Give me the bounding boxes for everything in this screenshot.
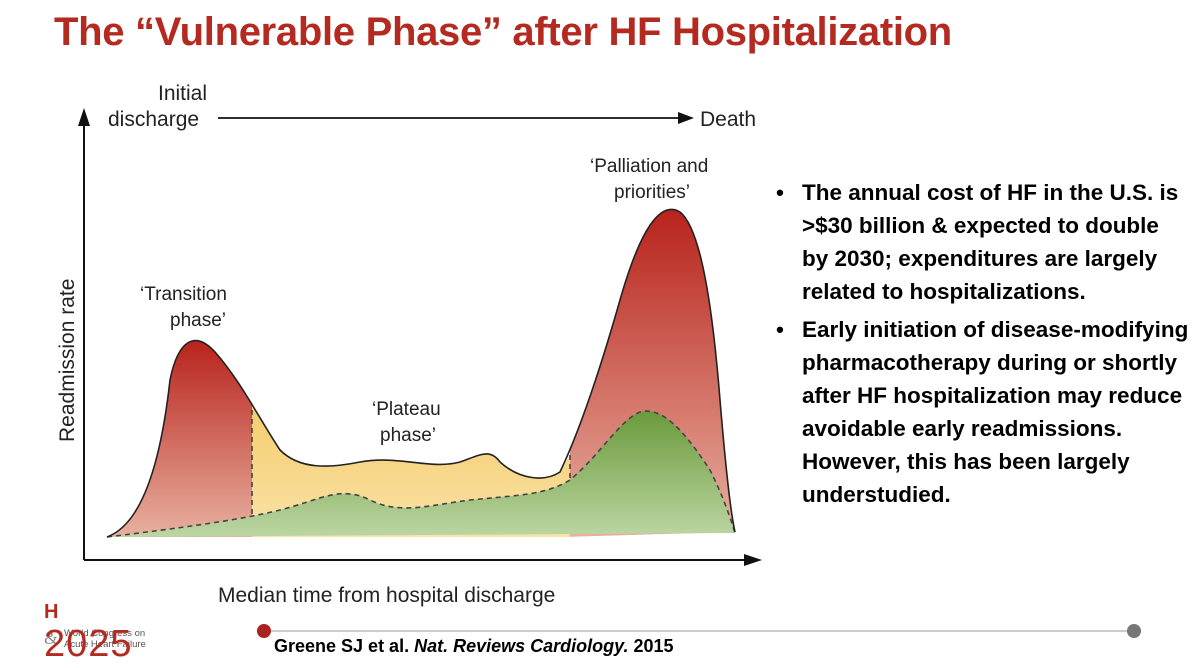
citation-authors: Greene SJ et al. <box>274 636 410 656</box>
footer-dot-right <box>1127 624 1141 638</box>
timeline-start-label-2: discharge <box>108 108 199 131</box>
timeline-arrowhead <box>678 112 694 124</box>
bullet-list: • The annual cost of HF in the U.S. is >… <box>772 176 1190 516</box>
logo-year: 2025 <box>44 623 133 665</box>
bullet-text: Early initiation of disease-modifying ph… <box>802 317 1189 507</box>
palliation-label-1: ‘Palliation and <box>590 156 708 177</box>
transition-label-1: ‘Transition <box>140 284 227 305</box>
y-axis-label: Readmission rate <box>56 279 79 442</box>
logo-line-1: World Congress on <box>64 628 146 639</box>
readmission-curve <box>106 208 736 538</box>
logo-line-2: Acute Heart Failure <box>64 639 146 650</box>
bullet-dot: • <box>776 317 784 342</box>
citation-journal: Nat. Reviews Cardiology. <box>414 636 629 656</box>
palliation-label-2: priorities’ <box>614 182 690 203</box>
transition-phase-area <box>107 340 252 537</box>
bullet-text: The annual cost of HF in the U.S. is >$3… <box>802 180 1179 304</box>
logo-mark: H <box>44 602 59 622</box>
plateau-label-1: ‘Plateau <box>372 399 441 420</box>
footer-dot-left <box>257 624 271 638</box>
x-axis-label: Median time from hospital discharge <box>218 584 555 607</box>
bullet-item-initiation: • Early initiation of disease-modifying … <box>772 313 1190 511</box>
logo-ampersand: & <box>44 628 59 648</box>
y-axis-arrow <box>78 108 90 126</box>
citation-year: 2015 <box>633 636 674 656</box>
transition-label-2: phase’ <box>170 310 226 331</box>
logo-subtitle: World Congress on Acute Heart Failure <box>64 628 146 650</box>
x-axis-arrow <box>744 554 762 566</box>
plateau-label-2: phase’ <box>380 425 436 446</box>
green-area <box>107 411 735 537</box>
bullet-item-cost: • The annual cost of HF in the U.S. is >… <box>772 176 1190 308</box>
bullet-dot: • <box>776 180 784 205</box>
timeline-start-label-1: Initial <box>158 82 207 105</box>
slide-title: The “Vulnerable Phase” after HF Hospital… <box>54 10 952 54</box>
green-dashed-curve <box>106 410 736 538</box>
timeline-end-label: Death <box>700 108 756 131</box>
citation: Greene SJ et al. Nat. Reviews Cardiology… <box>274 636 674 657</box>
